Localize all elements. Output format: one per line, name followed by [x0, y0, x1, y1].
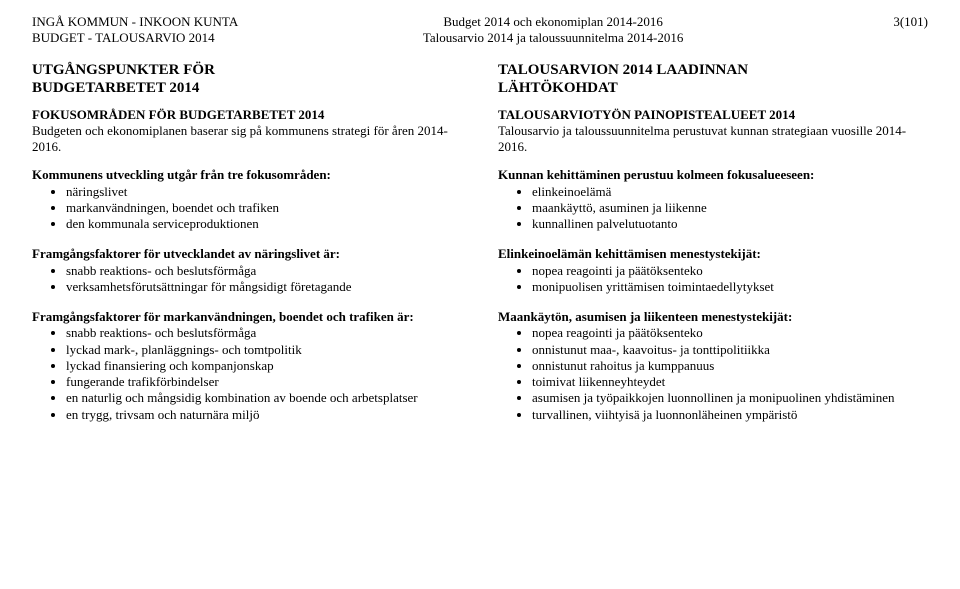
left-focus-block: Kommunens utveckling utgår från tre foku… — [32, 167, 462, 232]
left-list3-lead: Framgångsfaktorer för markanvändningen, … — [32, 309, 414, 324]
left-title-l1: UTGÅNGSPUNKTER FÖR — [32, 62, 215, 78]
list-item: nopea reagointi ja päätöksenteko — [532, 263, 928, 279]
right-title-l1: TALOUSARVION 2014 LAADINNAN — [498, 62, 748, 78]
header-left: INGÅ KOMMUN - INKOON KUNTA BUDGET - TALO… — [32, 14, 238, 47]
left-sub1-text: Budgeten och ekonomiplanen baserar sig p… — [32, 123, 448, 154]
right-list3-lead: Maankäytön, asumisen ja liikenteen menes… — [498, 309, 792, 324]
list-item: kunnallinen palvelutuotanto — [532, 216, 928, 232]
list-item: en naturlig och mångsidig kombination av… — [66, 390, 462, 406]
left-sub1-bold: FOKUSOMRÅDEN FÖR BUDGETARBETET 2014 — [32, 107, 324, 122]
left-list1: näringslivet markanvändningen, boendet o… — [32, 184, 462, 233]
list-item: turvallinen, viihtyisä ja luonnonläheine… — [532, 407, 928, 423]
right-list2-lead: Elinkeinoelämän kehittämisen menestystek… — [498, 246, 761, 261]
list-item: nopea reagointi ja päätöksenteko — [532, 325, 928, 341]
left-list2: snabb reaktions- och beslutsförmåga verk… — [32, 263, 462, 296]
header-center: Budget 2014 och ekonomiplan 2014-2016 Ta… — [423, 14, 684, 47]
list-item: asumisen ja työpaikkojen luonnollinen ja… — [532, 390, 928, 406]
left-title-l2: BUDGETARBETET 2014 — [32, 80, 199, 96]
list-item: elinkeinoelämä — [532, 184, 928, 200]
right-sub1-bold: TALOUSARVIOTYÖN PAINOPISTEALUEET 2014 — [498, 107, 795, 122]
list-item: onnistunut maa-, kaavoitus- ja tonttipol… — [532, 342, 928, 358]
two-column-body: UTGÅNGSPUNKTER FÖR BUDGETARBETET 2014 FO… — [32, 61, 928, 437]
left-success1-block: Framgångsfaktorer för utvecklandet av nä… — [32, 246, 462, 295]
right-list1: elinkeinoelämä maankäyttö, asuminen ja l… — [498, 184, 928, 233]
list-item: snabb reaktions- och beslutsförmåga — [66, 325, 462, 341]
header-left-l1: INGÅ KOMMUN - INKOON KUNTA — [32, 14, 238, 29]
header-left-l2: BUDGET - TALOUSARVIO 2014 — [32, 30, 215, 45]
list-item: monipuolisen yrittämisen toimintaedellyt… — [532, 279, 928, 295]
list-item: lyckad mark-, planläggnings- och tomtpol… — [66, 342, 462, 358]
right-focus-block: Kunnan kehittäminen perustuu kolmeen fok… — [498, 167, 928, 232]
list-item: verksamhetsförutsättningar för mångsidig… — [66, 279, 462, 295]
left-title: UTGÅNGSPUNKTER FÖR BUDGETARBETET 2014 — [32, 61, 462, 97]
left-list3: snabb reaktions- och beslutsförmåga lyck… — [32, 325, 462, 423]
list-item: snabb reaktions- och beslutsförmåga — [66, 263, 462, 279]
right-sub1-text: Talousarvio ja taloussuunnitelma perustu… — [498, 123, 906, 154]
left-intro: FOKUSOMRÅDEN FÖR BUDGETARBETET 2014 Budg… — [32, 107, 462, 156]
right-list1-lead: Kunnan kehittäminen perustuu kolmeen fok… — [498, 167, 814, 182]
left-list2-lead: Framgångsfaktorer för utvecklandet av nä… — [32, 246, 340, 261]
list-item: den kommunala serviceproduktionen — [66, 216, 462, 232]
left-success2-block: Framgångsfaktorer för markanvändningen, … — [32, 309, 462, 423]
list-item: fungerande trafikförbindelser — [66, 374, 462, 390]
list-item: toimivat liikenneyhteydet — [532, 374, 928, 390]
header-center-l1: Budget 2014 och ekonomiplan 2014-2016 — [443, 14, 663, 29]
right-column: TALOUSARVION 2014 LAADINNAN LÄHTÖKOHDAT … — [498, 61, 928, 437]
right-list2: nopea reagointi ja päätöksenteko monipuo… — [498, 263, 928, 296]
list-item: lyckad finansiering och kompanjonskap — [66, 358, 462, 374]
header-center-l2: Talousarvio 2014 ja taloussuunnitelma 20… — [423, 30, 684, 45]
header-page-number: 3(101) — [868, 14, 928, 47]
list-item: en trygg, trivsam och naturnära miljö — [66, 407, 462, 423]
right-success2-block: Maankäytön, asumisen ja liikenteen menes… — [498, 309, 928, 423]
page-header: INGÅ KOMMUN - INKOON KUNTA BUDGET - TALO… — [32, 14, 928, 47]
right-title-l2: LÄHTÖKOHDAT — [498, 80, 618, 96]
right-title: TALOUSARVION 2014 LAADINNAN LÄHTÖKOHDAT — [498, 61, 928, 97]
list-item: näringslivet — [66, 184, 462, 200]
page: INGÅ KOMMUN - INKOON KUNTA BUDGET - TALO… — [0, 0, 960, 437]
right-intro: TALOUSARVIOTYÖN PAINOPISTEALUEET 2014 Ta… — [498, 107, 928, 156]
list-item: maankäyttö, asuminen ja liikenne — [532, 200, 928, 216]
list-item: onnistunut rahoitus ja kumppanuus — [532, 358, 928, 374]
left-column: UTGÅNGSPUNKTER FÖR BUDGETARBETET 2014 FO… — [32, 61, 462, 437]
right-success1-block: Elinkeinoelämän kehittämisen menestystek… — [498, 246, 928, 295]
left-list1-lead: Kommunens utveckling utgår från tre foku… — [32, 167, 331, 182]
list-item: markanvändningen, boendet och trafiken — [66, 200, 462, 216]
right-list3: nopea reagointi ja päätöksenteko onnistu… — [498, 325, 928, 423]
